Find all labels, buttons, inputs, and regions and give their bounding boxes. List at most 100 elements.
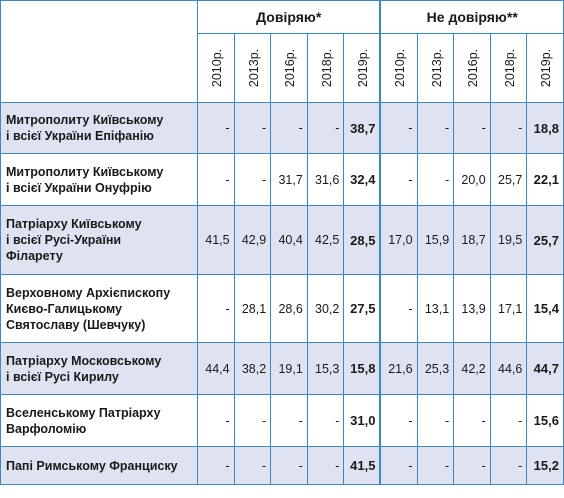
year-label: 2013р. [246, 48, 261, 88]
distrust-cell: 17,1 [489, 274, 528, 343]
distrust-cell: - [379, 446, 418, 485]
distrust-cell: 17,0 [379, 205, 418, 275]
year-label: 2010р. [210, 48, 225, 88]
trust-cell: - [270, 102, 308, 154]
row-name: Верховному Архієпископу Києво-Галицькому… [0, 274, 198, 343]
header-corner [0, 0, 198, 103]
trust-cell: - [197, 446, 235, 485]
trust-cell: 32,4 [343, 153, 381, 206]
distrust-year-header: 2013р. [416, 33, 455, 103]
table-row: Патріарху Московському і всієї Русі Кири… [0, 342, 564, 395]
table-row: Верховному Архієпископу Києво-Галицькому… [0, 274, 564, 343]
distrust-cell: 13,9 [453, 274, 491, 343]
trust-cell: 28,1 [233, 274, 272, 343]
distrust-cell: 15,4 [526, 274, 564, 343]
row-name: Патріарху Київському і всієї Русі-Україн… [0, 205, 198, 275]
trust-cell: - [270, 446, 308, 485]
trust-cell: - [306, 102, 345, 154]
distrust-cell: 15,2 [526, 446, 564, 485]
distrust-cell: - [416, 102, 455, 154]
distrust-cell: 42,2 [453, 342, 491, 395]
distrust-year-header: 2010р. [379, 33, 418, 103]
trust-cell: 44,4 [197, 342, 235, 395]
trust-cell: - [233, 153, 272, 206]
distrust-cell: - [379, 102, 418, 154]
trust-year-header: 2010р. [197, 33, 235, 103]
distrust-cell: - [379, 153, 418, 206]
trust-year-header: 2016р. [270, 33, 308, 103]
trust-cell: - [197, 274, 235, 343]
trust-cell: - [233, 446, 272, 485]
distrust-cell: 25,7 [526, 205, 564, 275]
table-row: Патріарху Київському і всієї Русі-Україн… [0, 205, 564, 275]
trust-cell: - [197, 153, 235, 206]
distrust-cell: - [379, 274, 418, 343]
trust-cell: 28,6 [270, 274, 308, 343]
trust-cell: 40,4 [270, 205, 308, 275]
distrust-cell: - [489, 394, 528, 447]
distrust-cell: - [416, 153, 455, 206]
trust-cell: - [233, 394, 272, 447]
trust-cell: 41,5 [197, 205, 235, 275]
distrust-cell: 21,6 [379, 342, 418, 395]
trust-cell: 31,6 [306, 153, 345, 206]
trust-cell: 41,5 [343, 446, 381, 485]
year-label: 2019р. [356, 48, 371, 88]
trust-cell: - [306, 394, 345, 447]
trust-cell: 31,7 [270, 153, 308, 206]
trust-cell: 42,9 [233, 205, 272, 275]
table-row: Папі Римському Франциску - - - -41,5- - - -15,2 [0, 446, 564, 485]
distrust-year-header: 2018р. [489, 33, 528, 103]
distrust-year-header: 2016р. [453, 33, 491, 103]
row-name: Вселенському Патріарху Варфоломію [0, 394, 198, 447]
year-label: 2018р. [319, 48, 334, 88]
trust-cell: 15,3 [306, 342, 345, 395]
row-name: Митрополиту Київському і всієї України Е… [0, 102, 198, 154]
distrust-cell: 22,1 [526, 153, 564, 206]
distrust-year-header: 2019р. [526, 33, 564, 103]
table-row: Вселенському Патріарху Варфоломію - - - -31,… [0, 394, 564, 447]
distrust-cell: - [453, 394, 491, 447]
trust-cell: - [197, 394, 235, 447]
row-name: Папі Римському Франциску [0, 446, 198, 485]
trust-cell: - [306, 446, 345, 485]
trust-cell: - [197, 102, 235, 154]
trust-year-header: 2018р. [306, 33, 345, 103]
trust-year-header: 2013р. [233, 33, 272, 103]
trust-cell: 27,5 [343, 274, 381, 343]
distrust-cell: 15,6 [526, 394, 564, 447]
distrust-cell: - [489, 102, 528, 154]
table-row: Митрополиту Київському і всієї України Е… [0, 102, 564, 154]
row-name: Патріарху Московському і всієї Русі Кири… [0, 342, 198, 395]
trust-cell: 42,5 [306, 205, 345, 275]
trust-cell: 19,1 [270, 342, 308, 395]
distrust-cell: 18,8 [526, 102, 564, 154]
year-label: 2016р. [283, 48, 298, 88]
distrust-cell: 25,3 [416, 342, 455, 395]
distrust-cell: - [453, 446, 491, 485]
year-label: 2018р. [502, 48, 517, 88]
trust-cell: 38,7 [343, 102, 381, 154]
trust-cell: 30,2 [306, 274, 345, 343]
distrust-cell: 13,1 [416, 274, 455, 343]
distrust-cell: 18,7 [453, 205, 491, 275]
distrust-cell: 20,0 [453, 153, 491, 206]
distrust-cell: 44,6 [489, 342, 528, 395]
distrust-cell: 44,7 [526, 342, 564, 395]
trust-cell: - [270, 394, 308, 447]
distrust-cell: 25,7 [489, 153, 528, 206]
year-label: 2013р. [429, 48, 444, 88]
year-label: 2010р. [393, 48, 408, 88]
trust-cell: 31,0 [343, 394, 381, 447]
distrust-cell: - [416, 394, 455, 447]
distrust-group-header: Не довіряю** [379, 0, 564, 34]
year-label: 2016р. [466, 48, 481, 88]
trust-table: Довіряю* Не довіряю** 2010р. 2013р. 2016р.… [0, 0, 564, 485]
distrust-cell: - [453, 102, 491, 154]
distrust-cell: - [489, 446, 528, 485]
trust-cell: 15,8 [343, 342, 381, 395]
trust-cell: - [233, 102, 272, 154]
trust-group-header: Довіряю* [197, 0, 381, 34]
trust-cell: 28,5 [343, 205, 381, 275]
distrust-cell: - [379, 394, 418, 447]
